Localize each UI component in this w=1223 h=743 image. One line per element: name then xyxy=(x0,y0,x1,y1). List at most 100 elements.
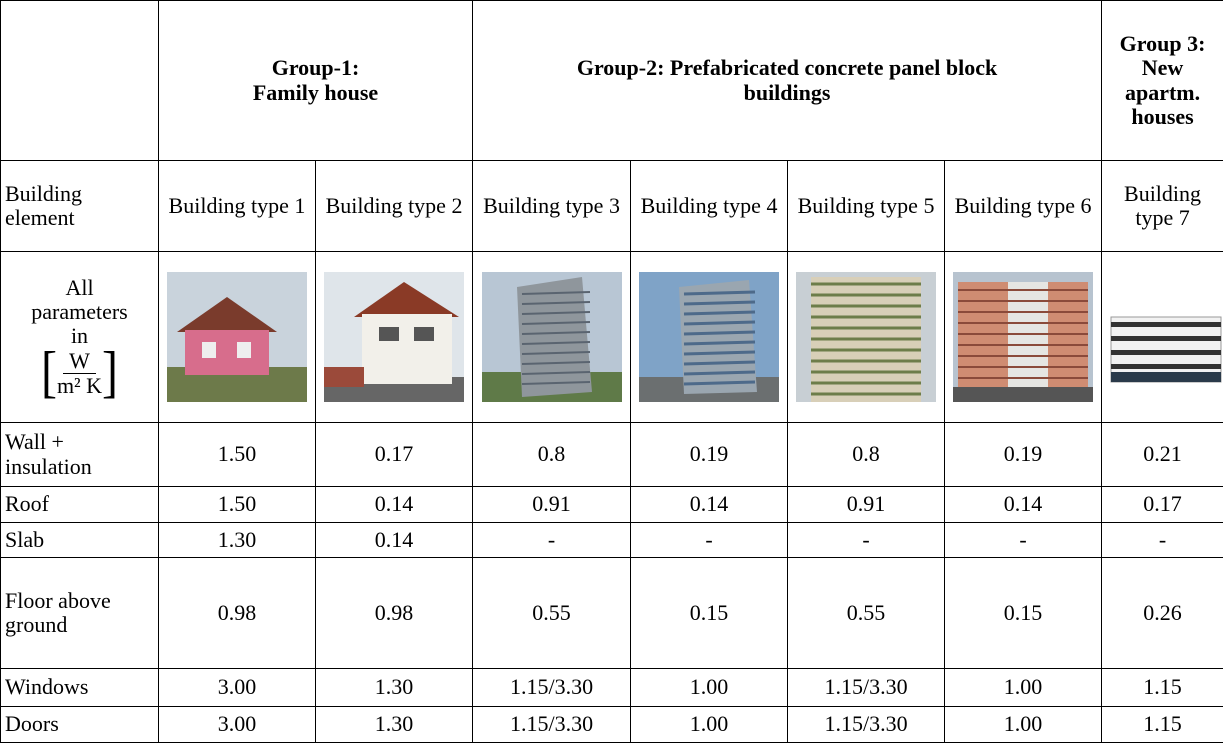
building-type: Building type 1 xyxy=(159,161,316,252)
value-cell: 0.19 xyxy=(945,423,1102,487)
value-cell: - xyxy=(788,523,945,558)
group-line: Group 3: xyxy=(1120,31,1206,56)
value-cell: 1.15 xyxy=(1102,707,1223,743)
value-cell: 0.17 xyxy=(1102,487,1223,523)
row-label: Windows xyxy=(1,669,159,707)
value-cell: 0.8 xyxy=(473,423,631,487)
building-photo-cell xyxy=(316,252,473,423)
bracket: [ xyxy=(41,344,57,402)
value-cell: 1.50 xyxy=(159,487,316,523)
building-photo xyxy=(1106,272,1223,402)
value-cell: - xyxy=(1102,523,1223,558)
value-cell: 1.00 xyxy=(631,707,788,743)
value-cell: 3.00 xyxy=(159,669,316,707)
units-line: All xyxy=(5,276,154,300)
building-type: Building type 3 xyxy=(473,161,631,252)
row-label: Roof xyxy=(1,487,159,523)
value-cell: - xyxy=(631,523,788,558)
bracket: ] xyxy=(102,344,118,402)
row-label: Doors xyxy=(1,707,159,743)
value-cell: 0.98 xyxy=(316,558,473,669)
denominator: m² K xyxy=(57,374,102,398)
corner-cell xyxy=(1,1,159,161)
row-label: Slab xyxy=(1,523,159,558)
group-line: New xyxy=(1142,55,1184,80)
value-cell: 0.15 xyxy=(631,558,788,669)
value-cell: 0.14 xyxy=(316,487,473,523)
building-photo-cell xyxy=(945,252,1102,423)
group-header: Group-1:Family house xyxy=(159,1,473,161)
value-cell: 3.00 xyxy=(159,707,316,743)
group-line: Group-2: Prefabricated concrete panel bl… xyxy=(577,55,997,80)
group-header: Group-2: Prefabricated concrete panel bl… xyxy=(473,1,1102,161)
value-cell: 0.98 xyxy=(159,558,316,669)
building-type: Building type 5 xyxy=(788,161,945,252)
units-line: parameters xyxy=(5,300,154,324)
building-photo xyxy=(167,272,307,402)
group-line: Family house xyxy=(253,80,378,105)
value-cell: 0.55 xyxy=(788,558,945,669)
group-line: houses xyxy=(1131,104,1193,129)
value-cell: - xyxy=(945,523,1102,558)
value-cell: 0.91 xyxy=(788,487,945,523)
value-cell: 0.21 xyxy=(1102,423,1223,487)
value-cell: 0.19 xyxy=(631,423,788,487)
value-cell: 1.00 xyxy=(631,669,788,707)
row-label: Floor above ground xyxy=(1,558,159,669)
building-photo-cell xyxy=(788,252,945,423)
value-cell: 1.30 xyxy=(316,669,473,707)
value-cell: 1.00 xyxy=(945,707,1102,743)
building-photo-cell xyxy=(631,252,788,423)
value-cell: 0.14 xyxy=(631,487,788,523)
value-cell: - xyxy=(473,523,631,558)
value-cell: 1.30 xyxy=(316,707,473,743)
column-header: Building element xyxy=(1,161,159,252)
value-cell: 0.15 xyxy=(945,558,1102,669)
value-cell: 1.50 xyxy=(159,423,316,487)
group-line: buildings xyxy=(744,80,831,105)
value-cell: 1.00 xyxy=(945,669,1102,707)
row-label: Wall + insulation xyxy=(1,423,159,487)
building-photo xyxy=(639,272,779,402)
building-type: Building type 2 xyxy=(316,161,473,252)
value-cell: 1.15/3.30 xyxy=(473,707,631,743)
value-cell: 1.15/3.30 xyxy=(788,669,945,707)
building-photo-cell xyxy=(159,252,316,423)
building-photo xyxy=(324,272,464,402)
value-cell: 0.8 xyxy=(788,423,945,487)
building-type: Building type 4 xyxy=(631,161,788,252)
value-cell: 0.26 xyxy=(1102,558,1223,669)
value-cell: 0.14 xyxy=(316,523,473,558)
building-type: Building type 6 xyxy=(945,161,1102,252)
value-cell: 1.15/3.30 xyxy=(473,669,631,707)
group-line: apartm. xyxy=(1125,80,1200,105)
value-cell: 0.17 xyxy=(316,423,473,487)
group-line: Group-1: xyxy=(272,55,360,80)
value-cell: 1.15 xyxy=(1102,669,1223,707)
value-cell: 1.30 xyxy=(159,523,316,558)
value-cell: 0.91 xyxy=(473,487,631,523)
building-photo-cell xyxy=(1102,252,1223,423)
building-photo xyxy=(953,272,1093,402)
numerator: W xyxy=(63,349,96,374)
building-photo-cell xyxy=(473,252,631,423)
value-cell: 0.14 xyxy=(945,487,1102,523)
value-cell: 1.15/3.30 xyxy=(788,707,945,743)
value-cell: 0.55 xyxy=(473,558,631,669)
building-photo xyxy=(796,272,936,402)
table-row: Group-1:Family house Group-2: Prefabricat… xyxy=(1,1,1223,161)
